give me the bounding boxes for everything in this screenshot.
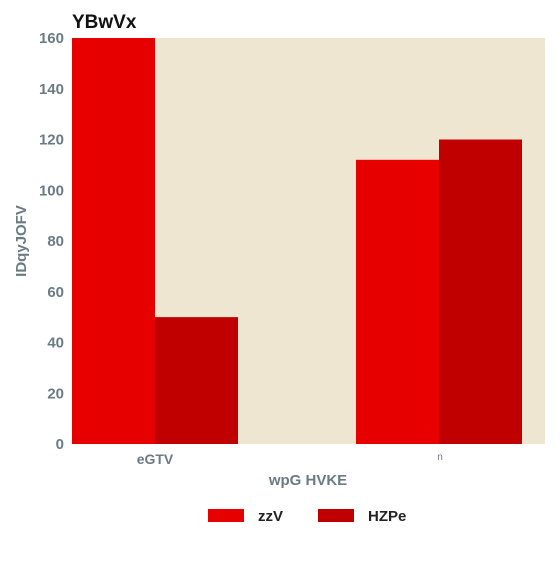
legend: zzV HZPe: [208, 508, 406, 525]
y-tick-label: 80: [47, 233, 64, 250]
y-tick-label: 120: [39, 132, 64, 149]
legend-swatch-zzV: [208, 509, 244, 522]
legend-swatch-HZPe: [318, 509, 354, 522]
legend-label-HZPe: HZPe: [368, 508, 406, 525]
y-tick-label: 40: [47, 335, 64, 352]
x-tick-label: n: [437, 452, 443, 463]
bars-layer: [72, 38, 522, 445]
chart-title: YBwVx: [72, 12, 137, 33]
y-tick-label: 160: [39, 30, 64, 47]
y-tick-label: 60: [47, 284, 64, 301]
x-axis-label: wpG HVKE: [268, 472, 347, 489]
y-tick-label: 100: [39, 182, 64, 199]
bar-zzV-eGTV: [72, 38, 155, 444]
y-tick-label: 140: [39, 81, 64, 98]
y-tick-label: 0: [56, 436, 64, 453]
bar-zzV-n: [356, 159, 439, 445]
x-tick-label: eGTV: [137, 451, 174, 467]
y-axis-ticks: 0 20 40 60 80 100 120 140 160: [39, 30, 64, 453]
legend-label-zzV: zzV: [258, 508, 283, 525]
y-axis-label: IDqyJOFV: [13, 205, 30, 277]
bar-HZPe-n: [439, 139, 522, 444]
y-tick-label: 20: [47, 385, 64, 402]
x-axis-ticks: eGTV n: [137, 451, 443, 467]
bar-HZPe-eGTV: [155, 317, 238, 444]
